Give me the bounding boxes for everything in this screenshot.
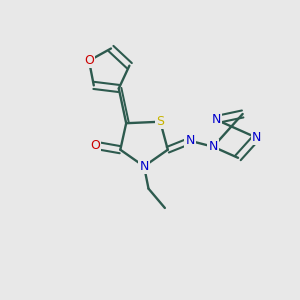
Text: O: O xyxy=(90,139,100,152)
Text: N: N xyxy=(252,131,261,144)
Text: N: N xyxy=(208,140,218,153)
Text: S: S xyxy=(156,115,164,128)
Text: N: N xyxy=(140,160,149,173)
Text: O: O xyxy=(84,54,94,67)
Text: N: N xyxy=(211,113,221,126)
Text: N: N xyxy=(185,134,195,147)
